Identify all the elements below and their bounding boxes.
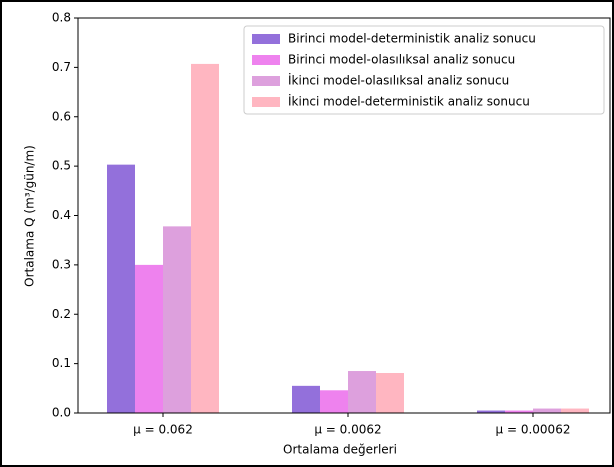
y-tick-label: 0.4 [52, 208, 71, 222]
bar [135, 264, 163, 413]
legend-label: Birinci model-deterministik analiz sonuc… [288, 32, 536, 46]
bar [477, 410, 505, 413]
bar [163, 226, 191, 413]
x-tick-label: μ = 0.00062 [496, 423, 571, 437]
x-axis-label: Ortalama değerleri [283, 443, 397, 457]
y-tick-label: 0.6 [52, 109, 71, 123]
bar [505, 410, 533, 413]
bar [376, 373, 404, 413]
legend-label: İkinci model-deterministik analiz sonucu [288, 94, 530, 109]
bar [533, 408, 561, 413]
y-tick-label: 0.0 [52, 406, 71, 420]
legend-swatch [252, 76, 280, 86]
bar [191, 63, 219, 413]
bar [107, 164, 135, 413]
legend-box [243, 25, 605, 115]
y-tick-label: 0.3 [52, 257, 71, 271]
bar [348, 371, 376, 413]
legend-swatch [252, 34, 280, 44]
y-tick-label: 0.2 [52, 307, 71, 321]
x-tick-label: μ = 0.062 [133, 423, 193, 437]
bar [320, 390, 348, 413]
bar [561, 408, 589, 413]
y-tick-label: 0.1 [52, 356, 71, 370]
x-tick-label: μ = 0.0062 [314, 423, 381, 437]
legend-label: İkinci model-olasılıksal analiz sonucu [288, 73, 509, 88]
plot-frame [77, 17, 611, 414]
legend-swatch [252, 97, 280, 107]
y-tick-label: 0.7 [52, 60, 71, 74]
y-tick-label: 0.5 [52, 159, 71, 173]
y-axis-label: Ortalama Q (m³/gün/m) [23, 145, 37, 287]
legend-swatch [252, 55, 280, 65]
legend-label: Birinci model-olasılıksal analiz sonucu [288, 53, 515, 67]
bar [292, 385, 320, 413]
y-tick-label: 0.8 [52, 11, 71, 25]
